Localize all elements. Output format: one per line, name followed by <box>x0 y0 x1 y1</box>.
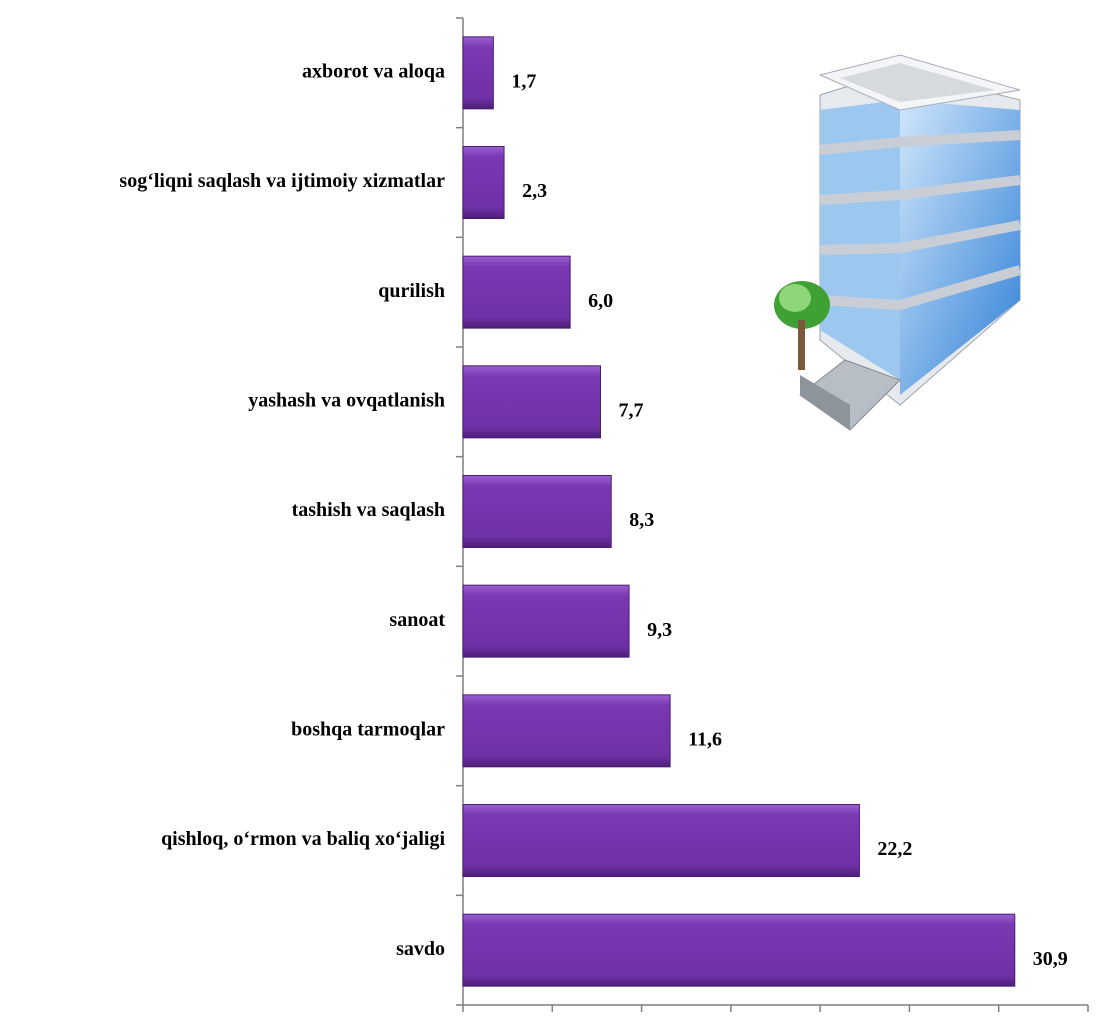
bar <box>463 476 611 548</box>
category-label: sog‘liqni saqlash va ijtimoiy xizmatlar <box>119 170 445 192</box>
value-label: 1,7 <box>511 70 536 92</box>
bar <box>463 256 570 328</box>
value-label: 6,0 <box>588 290 613 312</box>
value-label: 22,2 <box>877 838 912 860</box>
value-label: 9,3 <box>647 619 672 641</box>
value-label: 2,3 <box>522 180 547 202</box>
category-label: yashash va ovqatlanish <box>248 389 445 411</box>
value-label: 30,9 <box>1033 948 1068 970</box>
bar <box>463 37 493 109</box>
bar <box>463 147 504 219</box>
category-label: axborot va aloqa <box>302 60 445 82</box>
bar <box>463 805 859 877</box>
category-label: qishloq, o‘rmon va baliq xo‘jaligi <box>161 828 445 850</box>
value-label: 8,3 <box>629 509 654 531</box>
bar <box>463 695 670 767</box>
category-label: sanoat <box>389 609 445 631</box>
category-label: boshqa tarmoqlar <box>291 718 445 740</box>
category-label: tashish va saqlash <box>292 499 445 521</box>
value-label: 11,6 <box>688 728 722 750</box>
category-label: qurilish <box>378 280 445 302</box>
bar <box>463 366 601 438</box>
category-label: savdo <box>396 938 445 960</box>
bar <box>463 914 1015 986</box>
bar <box>463 585 629 657</box>
building-icon <box>774 55 1020 430</box>
value-label: 7,7 <box>619 399 644 421</box>
